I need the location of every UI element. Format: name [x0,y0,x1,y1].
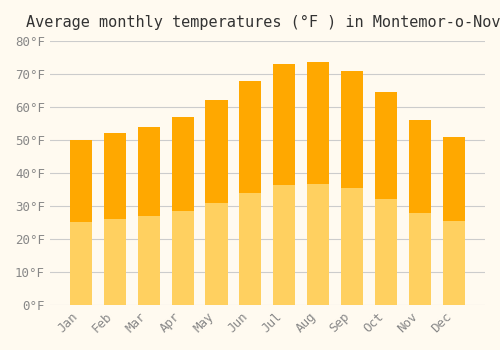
Bar [342,188,363,305]
Bar [342,71,363,188]
Bar [308,62,330,305]
Bar [172,117,194,305]
Bar [172,211,194,305]
Title: Average monthly temperatures (°F ) in Montemor-o-Novo: Average monthly temperatures (°F ) in Mo… [26,15,500,30]
Bar [443,221,465,305]
Bar [274,64,295,305]
Bar [240,193,262,305]
Bar [409,120,432,212]
Bar [375,92,398,305]
Bar [70,223,92,305]
Bar [70,140,92,223]
Bar [240,80,262,305]
Bar [104,219,126,305]
Bar [308,62,330,184]
Bar [443,136,465,305]
Bar [104,133,126,305]
Bar [70,140,92,305]
Bar [172,117,194,211]
Bar [274,184,295,305]
Bar [274,64,295,184]
Bar [104,133,126,219]
Bar [206,100,228,305]
Bar [138,216,160,305]
Bar [206,100,228,203]
Bar [138,127,160,305]
Bar [375,198,398,305]
Bar [308,184,330,305]
Bar [342,71,363,305]
Bar [443,136,465,221]
Bar [375,92,398,198]
Bar [206,203,228,305]
Bar [138,127,160,216]
Bar [409,212,432,305]
Bar [240,80,262,193]
Bar [409,120,432,305]
